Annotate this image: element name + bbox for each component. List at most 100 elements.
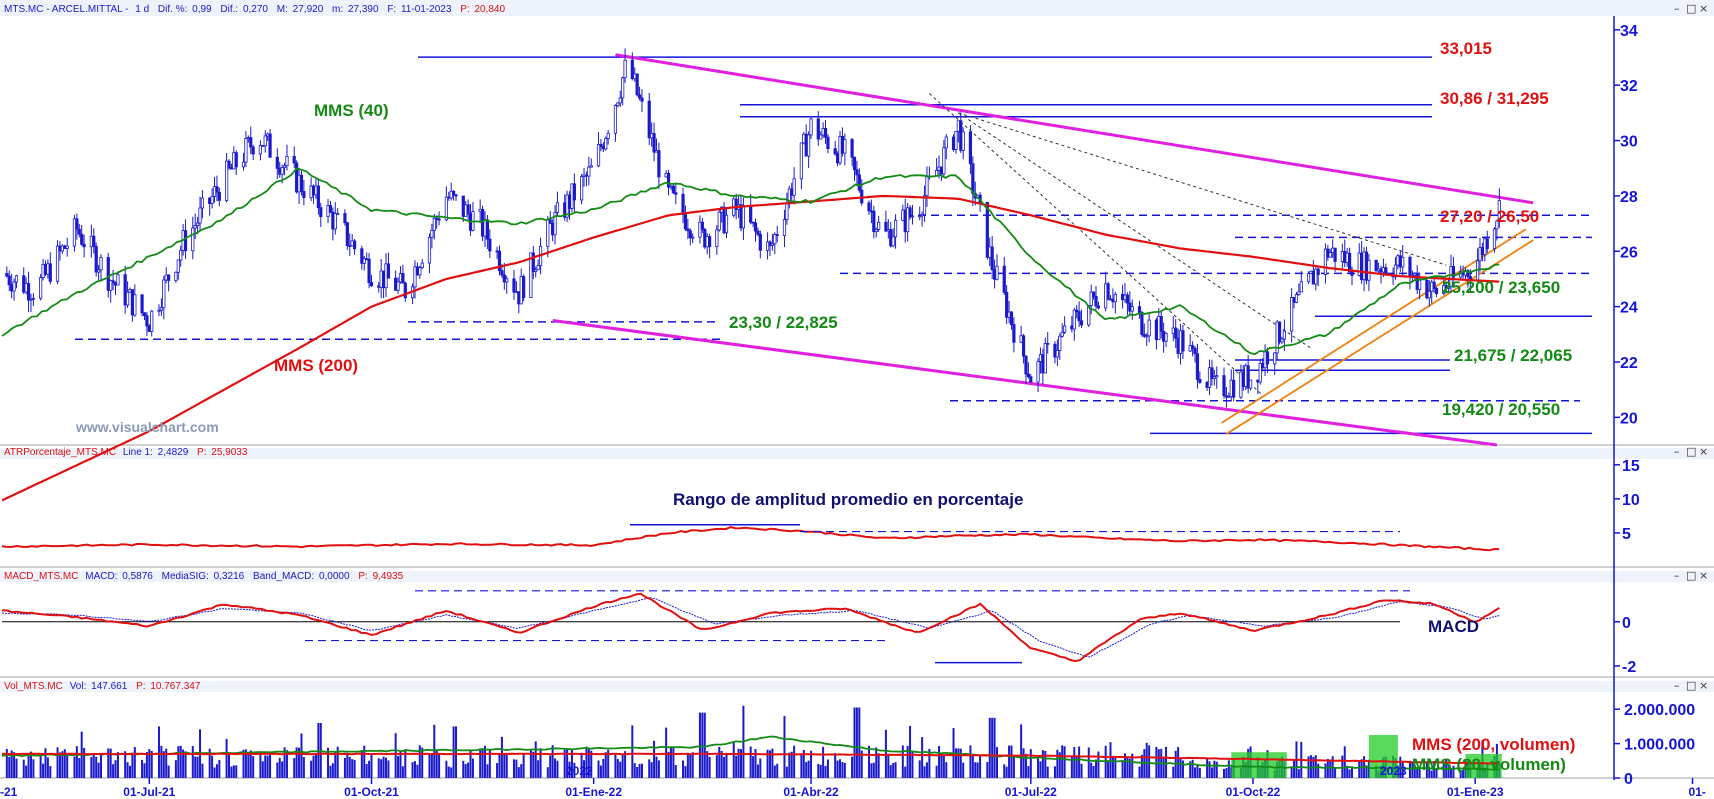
volume-bar [1044, 750, 1047, 778]
price-tick-label: 26 [1620, 244, 1638, 261]
candle-body [140, 294, 144, 314]
volume-bar [537, 760, 540, 778]
volume-bar [768, 750, 771, 778]
volume-bar [360, 750, 363, 778]
volume-bar [1459, 770, 1462, 778]
candle-body [145, 315, 149, 327]
candle-body [418, 267, 422, 276]
level-23-label: 23,30 / 22,825 [729, 313, 838, 332]
volume-bar [310, 760, 313, 778]
volume-bar [957, 748, 960, 778]
macd-label: MACD [1428, 617, 1479, 636]
candle-body [159, 307, 163, 311]
volume-bar [701, 712, 704, 778]
candle-body [985, 201, 989, 258]
candle-body [150, 310, 154, 332]
volume-bar [684, 766, 687, 778]
volume-bar [790, 751, 793, 778]
volume-bar [851, 756, 854, 778]
volume-bar [969, 745, 972, 778]
volume-bar [1063, 746, 1066, 778]
volume-bar [1189, 761, 1192, 778]
watermark: www.visualchart.com [75, 419, 219, 435]
candle-body [756, 230, 760, 235]
volume-bar [351, 759, 354, 778]
close-button[interactable]: × [1699, 679, 1708, 692]
volume-bar [638, 763, 641, 778]
close-button[interactable]: × [1699, 445, 1708, 458]
restore-button[interactable]: □ [1686, 569, 1696, 582]
candle-body [280, 167, 284, 175]
volume-bar [655, 756, 658, 778]
volume-bar [889, 765, 892, 778]
minimize-button[interactable]: – [1674, 445, 1680, 458]
candle-body [162, 279, 166, 309]
candle-body [367, 258, 371, 283]
candle-body [599, 144, 603, 148]
volume-bar [249, 750, 252, 778]
candle-body [183, 230, 188, 252]
volume-bar [752, 756, 755, 778]
volume-bar [336, 746, 339, 778]
volume-bar [1073, 747, 1076, 778]
volume-bar [959, 748, 962, 778]
volume-bar [329, 765, 332, 778]
volume-bar [201, 763, 204, 778]
volume-bar [906, 745, 909, 778]
volume-bar [266, 755, 269, 778]
minimize-button[interactable]: – [1674, 2, 1680, 15]
main-header: MTS.MC - ARCEL.MITTAL - 1 d Dif. %: 0,99… [4, 4, 505, 15]
volume-bar [312, 755, 315, 778]
volume-bar [10, 750, 13, 778]
close-button[interactable]: × [1699, 569, 1708, 582]
candle-body [589, 165, 593, 168]
candle-body [200, 197, 205, 209]
candle-body [587, 166, 591, 177]
minimize-button[interactable]: – [1674, 679, 1680, 692]
candle-body [224, 160, 229, 201]
price-tick-label: 32 [1620, 78, 1638, 95]
volume-bar [232, 765, 235, 778]
volume-bar [346, 753, 349, 778]
volume-bar [1092, 765, 1095, 778]
volume-bar [269, 752, 272, 778]
volume-bar [252, 756, 255, 778]
restore-button[interactable]: □ [1686, 2, 1696, 15]
volume-bar [1334, 767, 1337, 778]
candle-body [444, 196, 448, 221]
volume-bar [616, 759, 619, 778]
volume-bar [264, 755, 267, 778]
volume-bar [382, 756, 385, 778]
volume-bar [529, 749, 532, 778]
orange-channel-upper [1221, 228, 1527, 424]
restore-button[interactable]: □ [1686, 445, 1696, 458]
volume-bar [404, 749, 407, 778]
volume-header-bar [0, 681, 1714, 692]
candle-body [343, 213, 347, 224]
candle-body [734, 198, 738, 210]
mms200-label: MMS (200) [274, 356, 358, 375]
volume-bar [1450, 768, 1453, 778]
candle-body [867, 202, 871, 212]
restore-button[interactable]: □ [1686, 679, 1696, 692]
support-resistance-levels [75, 56, 1592, 435]
volume-bar [556, 760, 559, 778]
minimize-button[interactable]: – [1674, 569, 1680, 582]
volume-bar [1447, 765, 1450, 778]
volume-bar [1123, 753, 1126, 778]
volume-bar [447, 766, 450, 778]
candle-body [133, 294, 137, 316]
volume-bar [1061, 745, 1064, 778]
volume-bar [988, 717, 991, 778]
volume-bar [1131, 753, 1134, 778]
volume-bar [720, 750, 723, 778]
candle-body [193, 225, 197, 229]
volume-bar [1162, 757, 1165, 778]
volume-bar [61, 751, 64, 778]
candle-body [336, 213, 340, 215]
volume-bar [179, 745, 182, 778]
volume-bar [438, 754, 441, 778]
volume-bar [331, 763, 334, 778]
close-button[interactable]: × [1699, 2, 1708, 15]
volume-bar [278, 757, 281, 778]
